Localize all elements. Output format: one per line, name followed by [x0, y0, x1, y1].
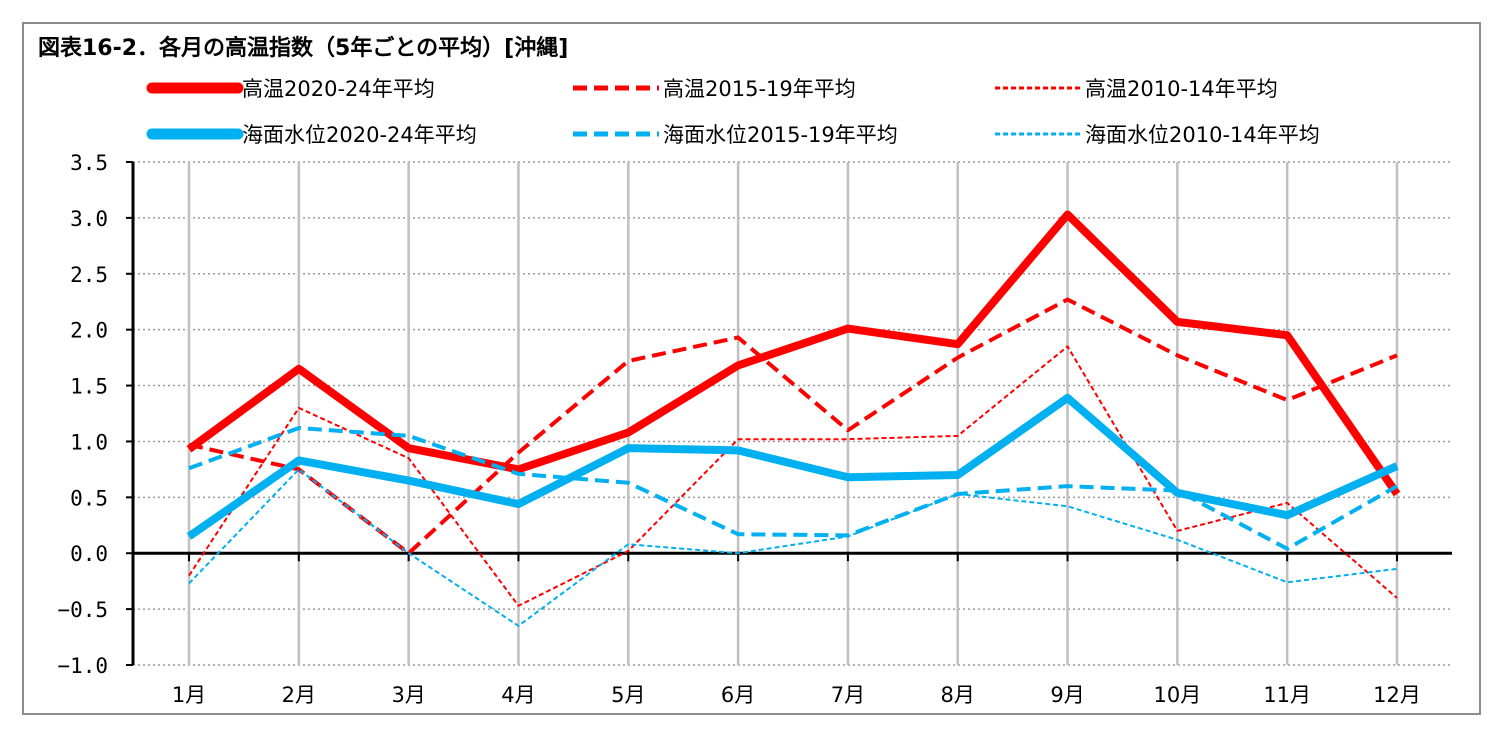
y-tick-label: 1.0: [70, 430, 108, 454]
y-tick-label: 0.0: [70, 542, 108, 566]
x-tick-label: 8月: [941, 683, 975, 707]
chart-frame: [22, 22, 1481, 715]
x-tick-label: 10月: [1153, 683, 1201, 707]
y-tick-label: 2.5: [70, 263, 108, 287]
legend-label-5: 海面水位2015-19年平均: [663, 123, 898, 147]
series-line-3: [188, 345, 1398, 607]
series-line-4: [186, 393, 1399, 540]
x-tick-label: 12月: [1373, 683, 1421, 707]
chart-title: 図表16-2．各月の高温指数（5年ごとの平均）[沖縄]: [38, 36, 569, 61]
y-tick-label: 3.0: [70, 207, 108, 231]
y-tick-label: 2.0: [70, 319, 108, 343]
legend-label-4: 海面水位2020-24年平均: [242, 123, 477, 147]
x-tick-label: 2月: [282, 683, 316, 707]
legend-label-2: 高温2015-19年平均: [663, 77, 856, 101]
x-tick-label: 4月: [501, 683, 535, 707]
y-tick-label: 1.5: [70, 375, 108, 399]
series-line-2: [188, 297, 1398, 556]
x-tick-label: 5月: [611, 683, 645, 707]
x-tick-label: 9月: [1050, 683, 1084, 707]
legend-label-6: 海面水位2010-14年平均: [1085, 123, 1320, 147]
series-line-6: [188, 468, 1398, 627]
y-tick-label: −1.0: [57, 654, 108, 678]
x-tick-label: 1月: [172, 683, 206, 707]
y-tick-label: 3.5: [70, 151, 108, 175]
legend-label-3: 高温2010-14年平均: [1085, 77, 1278, 101]
legend-label-1: 高温2020-24年平均: [242, 77, 435, 101]
x-tick-label: 7月: [831, 683, 865, 707]
series-line-5: [188, 426, 1398, 551]
y-tick-label: 0.5: [70, 486, 108, 510]
x-tick-label: 3月: [391, 683, 425, 707]
y-tick-label: −0.5: [57, 598, 108, 622]
x-tick-label: 6月: [721, 683, 755, 707]
x-tick-label: 11月: [1263, 683, 1311, 707]
series-line-1: [186, 210, 1401, 497]
